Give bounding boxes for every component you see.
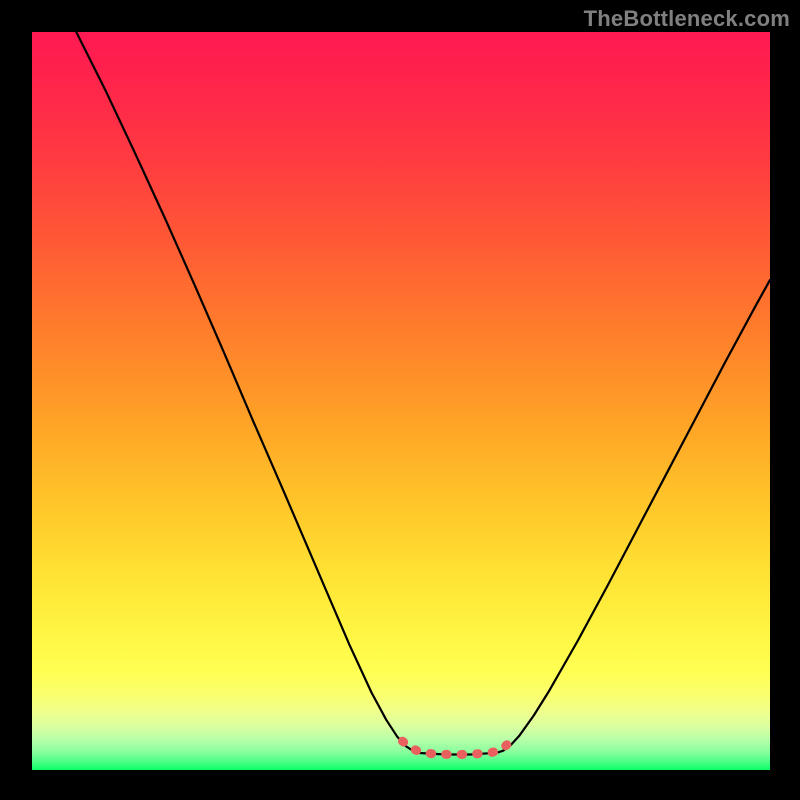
bottleneck-curve-chart [32, 32, 770, 770]
gradient-background [32, 32, 770, 770]
watermark-text: TheBottleneck.com [584, 6, 790, 32]
chart-container: TheBottleneck.com [0, 0, 800, 800]
